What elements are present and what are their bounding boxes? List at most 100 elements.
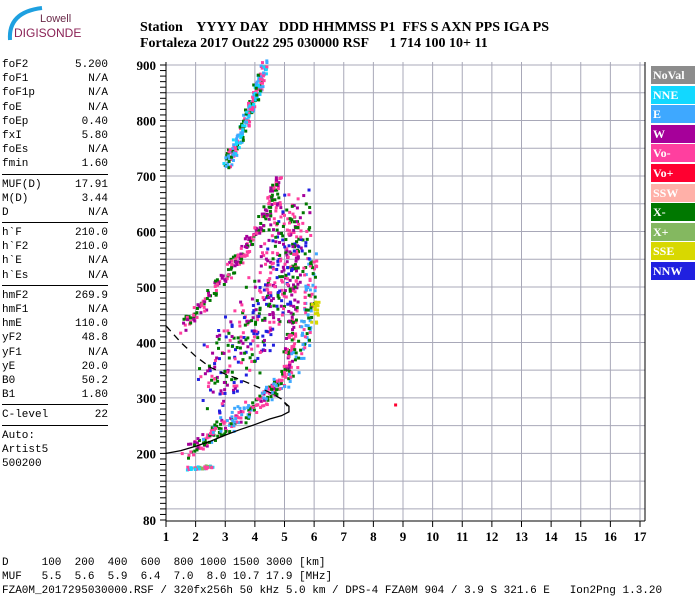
echo-point xyxy=(302,356,306,360)
echo-point xyxy=(275,304,279,308)
echo-point xyxy=(268,313,272,317)
echo-point xyxy=(269,294,273,298)
echo-point xyxy=(292,228,296,232)
echo-point xyxy=(267,304,271,308)
echo-point xyxy=(314,252,318,256)
echo-point xyxy=(239,420,243,424)
echo-point xyxy=(216,346,220,350)
x-tick-label: 1 xyxy=(163,529,170,544)
param-label: fxI xyxy=(2,129,22,142)
echo-point xyxy=(294,220,298,224)
echo-point xyxy=(215,341,219,345)
echo-point xyxy=(267,296,271,300)
echo-point xyxy=(219,389,223,393)
echo-point xyxy=(196,446,200,450)
echo-point xyxy=(262,79,266,83)
echo-point xyxy=(297,245,301,249)
echo-point xyxy=(310,292,314,296)
echo-point xyxy=(294,334,298,338)
echo-point xyxy=(287,309,291,313)
echo-point xyxy=(259,399,263,403)
echo-point xyxy=(241,358,245,362)
echo-point xyxy=(228,261,232,265)
echo-point xyxy=(246,336,250,340)
echo-point xyxy=(217,357,221,361)
param-value: 210.0 xyxy=(74,227,108,240)
echo-point xyxy=(296,255,300,259)
echo-point xyxy=(227,159,231,163)
echo-point xyxy=(221,403,225,407)
param-label: foF1 xyxy=(2,73,29,86)
echo-point xyxy=(233,146,237,150)
echo-point xyxy=(278,259,282,263)
echo-point xyxy=(229,165,233,169)
param-row: foF1p N/A xyxy=(2,86,108,100)
echo-point xyxy=(248,368,252,372)
legend-item-nnw: NNW xyxy=(651,261,695,280)
echo-point xyxy=(281,265,285,269)
echo-point xyxy=(242,119,246,123)
echo-point xyxy=(215,375,219,379)
echo-point xyxy=(310,304,314,308)
echo-point xyxy=(294,269,298,273)
echo-point xyxy=(292,350,296,354)
echo-point xyxy=(262,71,266,75)
echo-point xyxy=(206,466,210,470)
legend: NoVal NNE E W Vo- Vo+ SSW X- X+ SSE NNW xyxy=(651,66,695,282)
echo-point xyxy=(316,308,320,312)
echo-point xyxy=(292,215,296,219)
echo-point xyxy=(284,368,288,372)
echo-point xyxy=(310,302,314,306)
echo-point xyxy=(309,260,313,264)
echo-point xyxy=(226,262,230,266)
echo-point xyxy=(291,331,295,335)
echo-point xyxy=(278,275,282,279)
echo-point xyxy=(266,196,270,200)
y-tick-label: 600 xyxy=(137,224,157,239)
echo-point xyxy=(277,296,281,300)
echo-point xyxy=(224,429,228,433)
echo-point xyxy=(200,302,204,306)
echo-point xyxy=(308,205,312,209)
echo-point xyxy=(232,388,236,392)
echo-point xyxy=(256,397,260,401)
echo-point xyxy=(242,406,246,410)
echo-point xyxy=(230,378,234,382)
echo-point xyxy=(273,188,277,192)
echo-point xyxy=(299,246,303,250)
echo-point xyxy=(234,417,238,421)
echo-point xyxy=(273,388,277,392)
echo-point xyxy=(268,265,272,269)
echo-point xyxy=(224,335,228,339)
param-value: N/A xyxy=(88,206,108,219)
echo-point xyxy=(264,217,268,221)
echo-point xyxy=(303,252,307,256)
param-label: M(D) xyxy=(2,192,29,205)
echo-point xyxy=(248,236,252,240)
echo-point xyxy=(252,335,256,339)
echo-point xyxy=(278,320,282,324)
echo-point xyxy=(245,253,249,257)
divider xyxy=(2,284,108,286)
echo-point xyxy=(210,466,214,470)
echo-point xyxy=(261,85,265,89)
echo-point xyxy=(245,366,249,370)
echo-point xyxy=(226,268,230,272)
echo-point xyxy=(222,162,226,166)
echo-point xyxy=(262,396,266,400)
echo-point xyxy=(277,220,281,224)
echo-point xyxy=(236,133,240,137)
echo-point xyxy=(245,319,249,323)
echo-point xyxy=(282,307,286,311)
echo-point xyxy=(267,387,271,391)
echo-point xyxy=(241,309,245,313)
echo-point xyxy=(213,281,217,285)
echo-point xyxy=(291,264,295,268)
echo-point xyxy=(186,465,190,469)
echo-point xyxy=(275,203,279,207)
echo-point xyxy=(229,422,233,426)
echo-point xyxy=(274,176,278,180)
echo-point xyxy=(227,166,231,170)
echo-point xyxy=(306,308,310,312)
